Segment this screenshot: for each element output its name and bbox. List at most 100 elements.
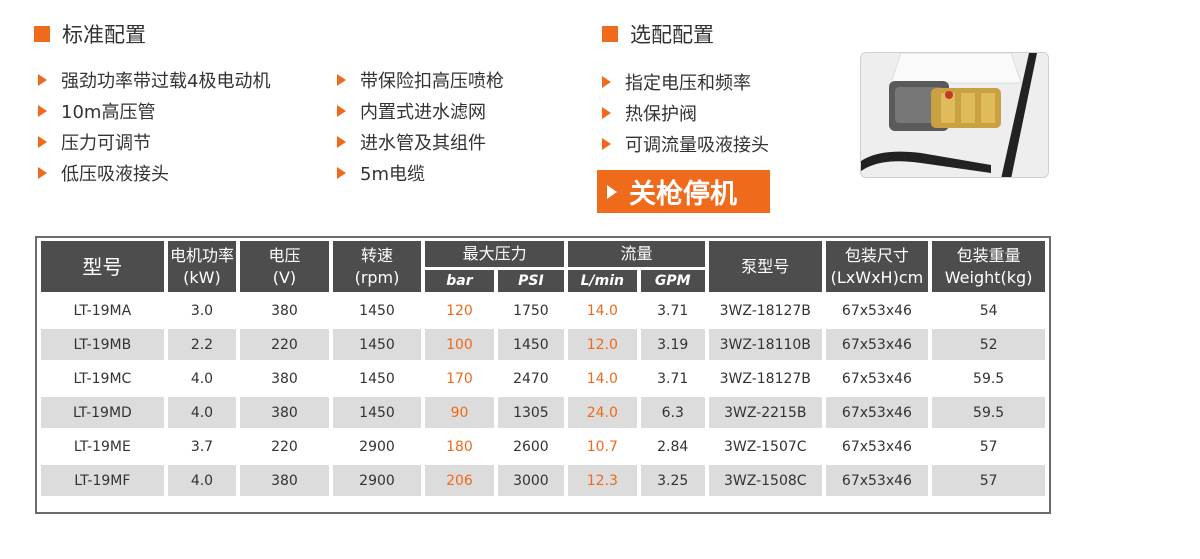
- optional-config-title: 选配配置: [602, 19, 714, 49]
- table-row: LT-19MF 4.0 380 2900 206 3000 12.3 3.25 3WZ-1508…: [41, 465, 1045, 496]
- header-voltage: 电压 (V): [240, 241, 329, 292]
- list-item: 内置式进水滤网: [337, 95, 504, 126]
- table-cell: 67x53x46: [841, 302, 912, 319]
- table-cell: 90: [425, 397, 494, 428]
- orange-square-icon: [602, 26, 618, 42]
- pump-photo: [860, 52, 1049, 178]
- header-power: 电机功率 (kW): [167, 241, 237, 292]
- bullet-triangle-icon: [337, 73, 346, 86]
- list-item: 10m高压管: [38, 95, 270, 126]
- table-cell: 52: [932, 329, 1045, 360]
- table-cell: 67x53x46: [825, 329, 929, 360]
- table-cell: 1450: [359, 370, 395, 387]
- table-cell: 380: [271, 370, 298, 387]
- table-cell: LT-19MC: [73, 370, 132, 387]
- table-cell: 3.71: [657, 302, 689, 319]
- bullet-triangle-icon: [38, 73, 47, 86]
- bullet-triangle-icon: [38, 135, 47, 148]
- table-cell: LT-19MB: [41, 329, 164, 360]
- table-cell: 380: [240, 465, 329, 496]
- header-model: 型号: [41, 241, 164, 292]
- standard-config-title: 标准配置: [34, 19, 146, 49]
- list-item: 压力可调节: [38, 126, 270, 157]
- table-cell: 380: [271, 302, 298, 319]
- table-row: LT-19MA 3.0 380 1450 120 1750 14.0 3.71 3WZ-1812…: [41, 295, 1045, 326]
- table-cell: 2900: [359, 438, 395, 455]
- table-cell: 3WZ-1508C: [708, 465, 822, 496]
- table-cell: 170: [446, 370, 473, 387]
- table-row: LT-19MB 2.2 220 1450 100 1450 12.0 3.19 3WZ-1811…: [41, 329, 1045, 360]
- table-cell: 67x53x46: [841, 438, 912, 455]
- header-weight: 包装重量 Weight(kg): [932, 241, 1045, 292]
- table-cell: 2.84: [657, 438, 689, 455]
- orange-square-icon: [34, 26, 50, 42]
- table-cell: 220: [240, 329, 329, 360]
- header-bar: bar: [425, 270, 494, 292]
- table-cell: 2900: [332, 465, 422, 496]
- standard-list-1: 强劲功率带过载4极电动机 10m高压管 压力可调节 低压吸液接头: [38, 64, 270, 188]
- table-cell: 14.0: [586, 302, 618, 319]
- table-cell: 12.3: [568, 465, 637, 496]
- table-cell: 2600: [513, 438, 549, 455]
- table-cell: 1750: [513, 302, 549, 319]
- header-speed: 转速 (rpm): [332, 241, 422, 292]
- table-cell: 1450: [497, 329, 565, 360]
- optional-config-title-text: 选配配置: [630, 23, 714, 47]
- standard-list-2: 带保险扣高压喷枪 内置式进水滤网 进水管及其组件 5m电缆: [337, 64, 504, 188]
- table-cell: 206: [425, 465, 494, 496]
- table-cell: 3.19: [640, 329, 705, 360]
- table-cell: 3WZ-1507C: [724, 438, 807, 455]
- table-cell: 67x53x46: [825, 465, 929, 496]
- table-cell: 3.71: [657, 370, 689, 387]
- table-cell: 10.7: [586, 438, 618, 455]
- table-cell: 3000: [497, 465, 565, 496]
- table-cell: 4.0: [167, 465, 237, 496]
- table-cell: LT-19ME: [73, 438, 131, 455]
- table-row: LT-19MC 4.0 380 1450 170 2470 14.0 3.71 3WZ-1812…: [41, 363, 1045, 394]
- pump-image-icon: [861, 53, 1048, 177]
- table-cell: 57: [932, 465, 1045, 496]
- table-cell: 67x53x46: [841, 370, 912, 387]
- table-cell: 1450: [332, 329, 422, 360]
- header-pump: 泵型号: [708, 241, 822, 292]
- list-item: 5m电缆: [337, 157, 504, 188]
- table-cell: 1450: [359, 302, 395, 319]
- table-cell: 380: [240, 397, 329, 428]
- table-cell: 24.0: [568, 397, 637, 428]
- table-cell: 12.0: [568, 329, 637, 360]
- table-cell: 4.0: [167, 397, 237, 428]
- bullet-triangle-icon: [602, 75, 611, 88]
- list-item: 进水管及其组件: [337, 126, 504, 157]
- list-item: 强劲功率带过载4极电动机: [38, 64, 270, 95]
- list-item: 带保险扣高压喷枪: [337, 64, 504, 95]
- table-cell: 1450: [332, 397, 422, 428]
- table-cell: 120: [446, 302, 473, 319]
- table-cell: 3WZ-2215B: [708, 397, 822, 428]
- standard-config-title-text: 标准配置: [62, 23, 146, 47]
- table-cell: 14.0: [586, 370, 618, 387]
- table-cell: LT-19MA: [73, 302, 132, 319]
- table-cell: LT-19MD: [41, 397, 164, 428]
- header-flow: 流量: [568, 241, 705, 267]
- table-cell: 180: [446, 438, 473, 455]
- bullet-triangle-icon: [337, 135, 346, 148]
- table-cell: 59.5: [973, 370, 1005, 387]
- table-cell: 3WZ-18110B: [708, 329, 822, 360]
- table-cell: 3WZ-18127B: [719, 370, 811, 387]
- header-gpm: GPM: [640, 270, 705, 292]
- bullet-triangle-icon: [38, 166, 47, 179]
- table-cell: 100: [425, 329, 494, 360]
- table-cell: 1305: [497, 397, 565, 428]
- table-cell: 3WZ-18127B: [719, 302, 811, 319]
- bullet-triangle-icon: [602, 106, 611, 119]
- bullet-triangle-icon: [602, 137, 611, 150]
- table-cell: 3.7: [190, 438, 214, 455]
- bullet-triangle-icon: [337, 104, 346, 117]
- table-cell: 6.3: [640, 397, 705, 428]
- table-cell: 2470: [513, 370, 549, 387]
- table-cell: 54: [979, 302, 998, 319]
- table-cell: 2.2: [167, 329, 237, 360]
- header-package: 包装尺寸 (LxWxH)cm: [825, 241, 929, 292]
- table-cell: 3.0: [190, 302, 214, 319]
- spec-table-body: LT-19MA 3.0 380 1450 120 1750 14.0 3.71 3WZ-1812…: [41, 295, 1045, 496]
